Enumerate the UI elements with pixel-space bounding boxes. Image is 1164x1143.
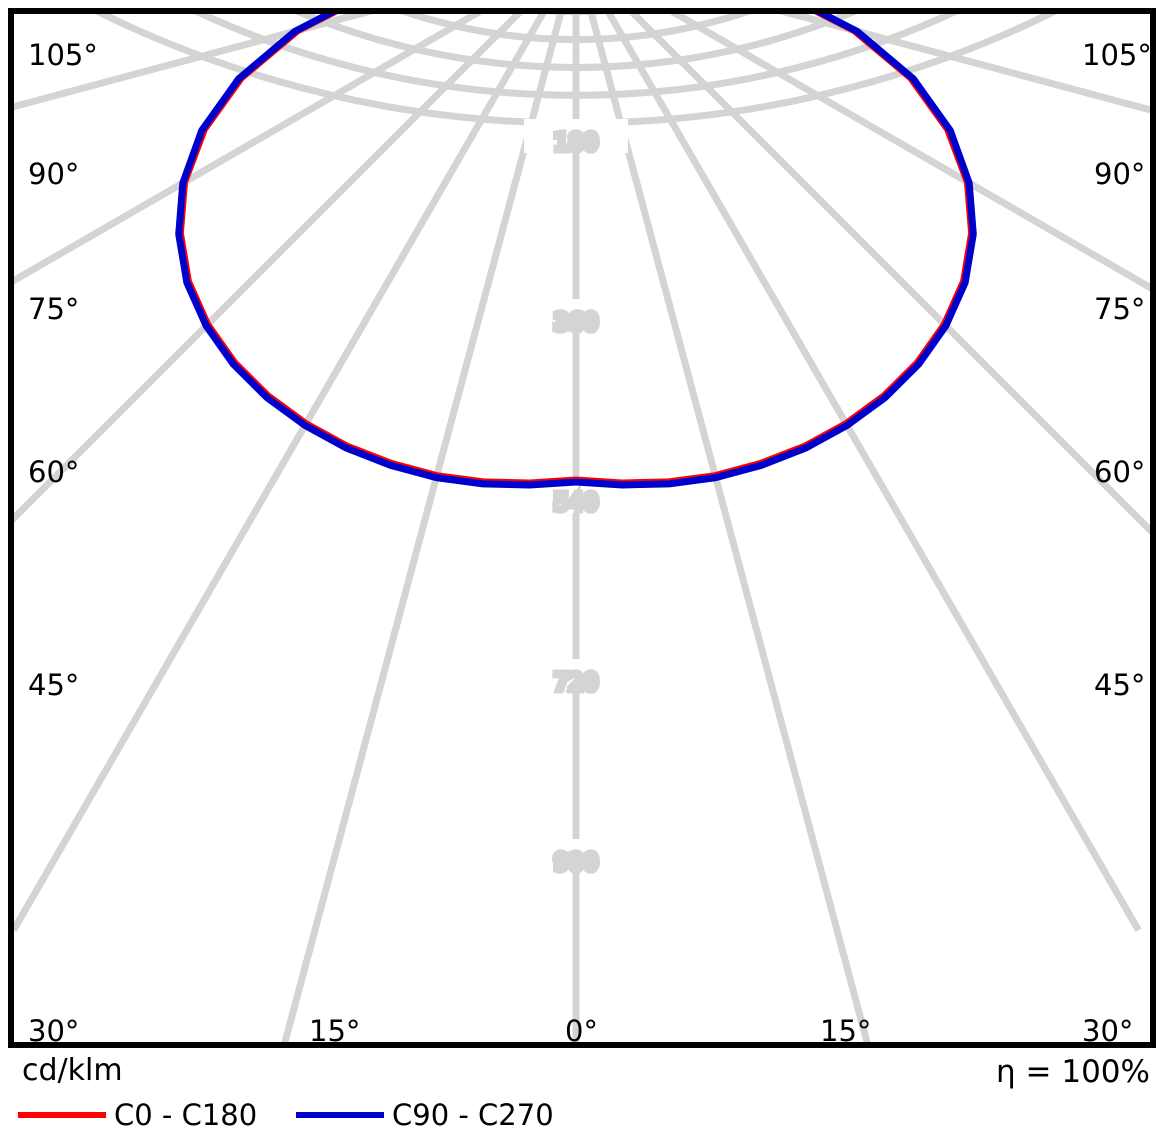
grid-spoke — [14, 14, 523, 523]
grid-spoke — [14, 14, 374, 111]
grid-ring — [400, 14, 752, 44]
ring-value-label: 540 — [554, 490, 598, 516]
angle-label-bottom-0: 15° — [309, 1014, 361, 1048]
legend-swatch-c0-c180 — [18, 1112, 106, 1118]
legend-entry-c90-c270: C90 - C270 — [296, 1098, 554, 1132]
angle-label-right-5: 30° — [1082, 1014, 1134, 1048]
angle-label-bottom-1: 0° — [565, 1014, 598, 1048]
grid-spoke — [14, 14, 547, 933]
legend-swatch-c90-c270 — [296, 1112, 384, 1118]
efficiency-label: η = 100% — [996, 1054, 1150, 1090]
plot-frame: 180 360 540 720 900 105° 90° 75° 60° 45° 30° 105° 9… — [8, 8, 1156, 1048]
angle-label-left-5: 30° — [28, 1014, 80, 1048]
unit-label: cd/klm — [22, 1053, 123, 1088]
polar-grid-and-curves: 180 360 540 720 900 — [14, 14, 1150, 1042]
polar-grid: 180 360 540 720 900 — [14, 14, 1150, 1042]
angle-label-left-3: 60° — [28, 455, 80, 489]
grid-spoke — [281, 14, 565, 1042]
ring-value-label: 900 — [554, 850, 598, 876]
angle-label-left-4: 45° — [28, 668, 80, 702]
legend-entry-c0-c180: C0 - C180 — [18, 1098, 257, 1132]
grid-spoke — [778, 14, 1150, 114]
grid-ring — [294, 14, 858, 71]
ring-value-label: 720 — [554, 670, 598, 696]
grid-ring — [194, 14, 958, 99]
legend-label-c0-c180: C0 - C180 — [114, 1098, 258, 1132]
legend-label-c90-c270: C90 - C270 — [392, 1098, 554, 1132]
chart-footer: cd/klm η = 100% C0 - C180 C90 - C270 — [0, 1052, 1164, 1143]
angle-label-right-3: 60° — [1094, 455, 1146, 489]
grid-spoke — [587, 14, 871, 1042]
angle-label-left-2: 75° — [28, 292, 80, 326]
ring-label-backdrop — [524, 119, 628, 153]
ring-value-label: 360 — [554, 310, 598, 336]
distribution-curves — [175, 14, 977, 489]
ring-label-backdrop — [524, 299, 628, 333]
angle-label-right-0: 105° — [1082, 38, 1152, 72]
angle-label-left-1: 90° — [28, 157, 80, 191]
ring-label-backdrop — [524, 839, 628, 873]
angle-label-bottom-2: 15° — [820, 1014, 872, 1048]
ring-label-backdrop — [524, 659, 628, 693]
curve-c90-c270 — [175, 14, 977, 489]
angle-label-right-1: 90° — [1094, 157, 1146, 191]
ring-value-label: 180 — [554, 130, 598, 156]
grid-spoke — [605, 14, 1142, 933]
angle-label-right-4: 45° — [1094, 668, 1146, 702]
angle-label-left-0: 105° — [28, 38, 98, 72]
angle-label-right-2: 75° — [1094, 292, 1146, 326]
